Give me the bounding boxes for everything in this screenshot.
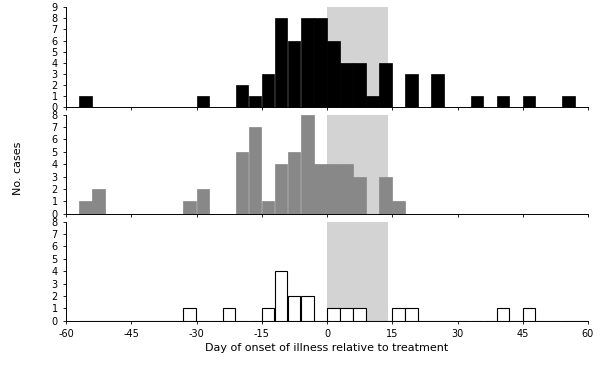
Bar [249,127,262,214]
Bar [366,95,379,107]
Bar [327,115,388,214]
Bar [340,164,353,214]
Bar [327,41,340,107]
Bar [262,201,274,214]
Bar [431,73,444,107]
Bar [275,164,287,214]
Bar [497,308,509,321]
Bar [262,308,274,321]
Bar [314,19,326,107]
Bar [340,63,353,107]
Bar [197,95,209,107]
Bar [562,95,575,107]
Bar [197,189,209,214]
Bar [288,152,301,214]
Bar [379,63,392,107]
Bar [392,201,405,214]
Bar [379,176,392,214]
Bar [223,308,235,321]
Bar [249,95,262,107]
Bar [92,189,105,214]
Bar [275,271,287,321]
Bar [523,95,535,107]
Bar [470,95,483,107]
Bar [79,95,92,107]
Bar [301,296,314,321]
Bar [327,222,388,321]
Bar [497,95,509,107]
Bar [327,308,340,321]
Bar [262,73,274,107]
Bar [275,19,287,107]
Bar [392,308,405,321]
Bar [288,41,301,107]
Bar [406,73,418,107]
Bar [184,308,196,321]
Bar [523,308,535,321]
Bar [236,152,248,214]
Bar [184,201,196,214]
Bar [314,164,326,214]
Bar [327,164,340,214]
Bar [353,308,366,321]
Text: No. cases: No. cases [13,141,23,195]
Bar [288,296,301,321]
Bar [301,115,314,214]
Bar [353,63,366,107]
Bar [340,308,353,321]
Bar [353,176,366,214]
X-axis label: Day of onset of illness relative to treatment: Day of onset of illness relative to trea… [205,343,449,353]
Bar [79,201,92,214]
Bar [236,85,248,107]
Bar [327,7,388,107]
Bar [301,19,314,107]
Bar [406,308,418,321]
